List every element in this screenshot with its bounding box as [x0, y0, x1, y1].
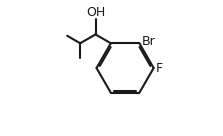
Text: OH: OH	[86, 6, 105, 19]
Text: F: F	[156, 61, 163, 75]
Text: Br: Br	[141, 35, 155, 48]
